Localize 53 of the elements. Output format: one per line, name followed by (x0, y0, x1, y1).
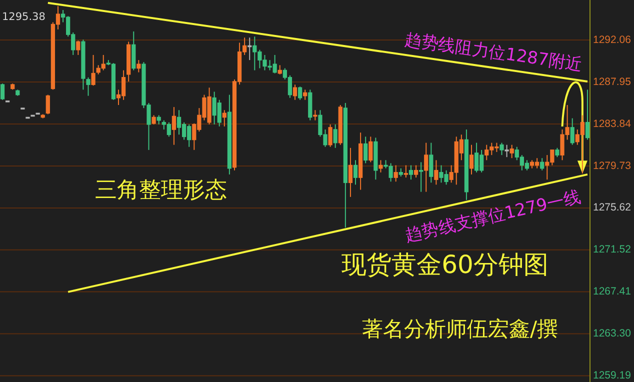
candlestick (585, 89, 590, 140)
candlestick (408, 164, 414, 180)
text: 现货黄金60分钟图 (342, 250, 548, 279)
candlestick (0, 83, 5, 100)
y-tick-label: 1271.52 (593, 244, 632, 256)
candlestick (469, 144, 474, 175)
candlestick (378, 160, 383, 173)
candlestick (298, 86, 302, 100)
candlestick (504, 144, 509, 158)
candlestick (172, 106, 176, 146)
candlestick (368, 136, 373, 163)
candlestick (328, 124, 332, 148)
candlestick (46, 94, 50, 115)
candlestick (136, 60, 141, 73)
annotation: 三角整理形态 (95, 178, 227, 203)
candlestick (76, 40, 80, 56)
candlestick (570, 118, 574, 146)
legend-label: 趋势线支撑位1279一线 (403, 187, 583, 246)
candlestick (394, 164, 398, 182)
y-tick-label: 1279.73 (593, 160, 632, 172)
candlestick (424, 142, 428, 192)
candlestick (555, 147, 560, 158)
candlestick (364, 136, 368, 164)
candlestick (540, 158, 544, 171)
candlestick (429, 142, 434, 184)
candlestick (86, 76, 90, 96)
candlestick (132, 30, 136, 71)
candlestick (222, 110, 226, 127)
y-tick-label: 1275.62 (593, 202, 632, 214)
candlestick (91, 54, 96, 86)
candlestick (414, 164, 418, 178)
annotation: 1295.38 (2, 11, 46, 23)
candlestick (510, 144, 514, 159)
candlestick (348, 147, 353, 198)
candlestick (156, 114, 161, 125)
y-tick-label: 1259.19 (593, 370, 632, 382)
candlestick (353, 160, 358, 186)
candlestick (303, 89, 308, 100)
candlestick (500, 142, 504, 156)
candlestick (419, 162, 424, 192)
y-tick-label: 1267.41 (593, 286, 632, 298)
y-tick-label: 1287.95 (593, 76, 632, 88)
candlestick (152, 114, 156, 125)
candlestick (278, 64, 282, 75)
candlestick (434, 160, 438, 186)
candlestick (404, 164, 408, 178)
y-tick-label: 1283.84 (593, 118, 632, 130)
y-tick-label: 1292.06 (593, 34, 632, 46)
candlestick (333, 124, 338, 148)
candlestick (292, 84, 298, 100)
y-tick-label: 1263.30 (593, 328, 632, 340)
text: 趋势线阻力位1287附近 (403, 30, 584, 76)
text: 著名分析师伍宏鑫/撰 (362, 317, 558, 341)
